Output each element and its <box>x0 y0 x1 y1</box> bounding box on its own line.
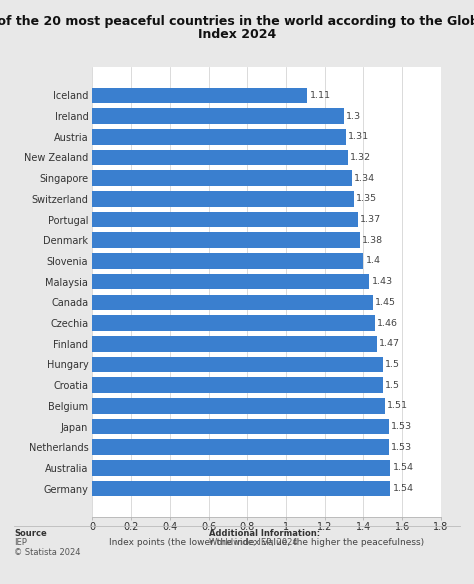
Text: 1.32: 1.32 <box>350 153 371 162</box>
Bar <box>92 88 307 103</box>
Text: 1.4: 1.4 <box>366 256 381 266</box>
Text: 1.45: 1.45 <box>375 298 396 307</box>
Text: 1.54: 1.54 <box>393 464 414 472</box>
Bar <box>92 129 346 144</box>
Text: Additional Information:: Additional Information: <box>209 529 319 537</box>
Bar <box>92 315 375 331</box>
Text: 1.53: 1.53 <box>391 443 412 452</box>
Bar <box>92 377 383 393</box>
Text: 1.38: 1.38 <box>362 236 383 245</box>
Text: 1.53: 1.53 <box>391 422 412 431</box>
Text: 1.35: 1.35 <box>356 194 377 203</box>
Bar <box>92 171 352 186</box>
Bar <box>92 398 385 413</box>
Text: 1.3: 1.3 <box>346 112 362 120</box>
Bar <box>92 440 389 455</box>
Text: 1.47: 1.47 <box>379 339 400 348</box>
Text: 1.5: 1.5 <box>385 381 400 390</box>
Text: 1.31: 1.31 <box>348 132 369 141</box>
Text: 1.54: 1.54 <box>393 484 414 493</box>
Bar <box>92 460 391 476</box>
Bar <box>92 274 369 290</box>
Text: Index 2024: Index 2024 <box>198 28 276 41</box>
Text: IEP: IEP <box>14 538 27 547</box>
Text: 1.46: 1.46 <box>377 318 398 328</box>
Bar <box>92 191 354 207</box>
X-axis label: Index points (the lower the index value, the higher the peacefulness): Index points (the lower the index value,… <box>109 538 424 547</box>
Bar <box>92 481 391 496</box>
Bar <box>92 357 383 372</box>
Text: 1.37: 1.37 <box>360 215 381 224</box>
Bar <box>92 253 364 269</box>
Text: © Statista 2024: © Statista 2024 <box>14 548 81 557</box>
Text: 1.5: 1.5 <box>385 360 400 369</box>
Text: Ranking of the 20 most peaceful countries in the world according to the Global P: Ranking of the 20 most peaceful countrie… <box>0 15 474 27</box>
Bar <box>92 419 389 434</box>
Bar <box>92 212 357 227</box>
Bar <box>92 108 344 124</box>
Bar <box>92 232 359 248</box>
Text: 1.43: 1.43 <box>372 277 392 286</box>
Bar <box>92 294 373 310</box>
Text: Source: Source <box>14 529 47 537</box>
Text: 1.51: 1.51 <box>387 401 408 411</box>
Bar <box>92 336 377 352</box>
Bar <box>92 150 348 165</box>
Text: 1.34: 1.34 <box>354 173 375 183</box>
Text: 1.11: 1.11 <box>310 91 330 100</box>
Text: Worldwide; IEP; 2024: Worldwide; IEP; 2024 <box>209 538 297 547</box>
